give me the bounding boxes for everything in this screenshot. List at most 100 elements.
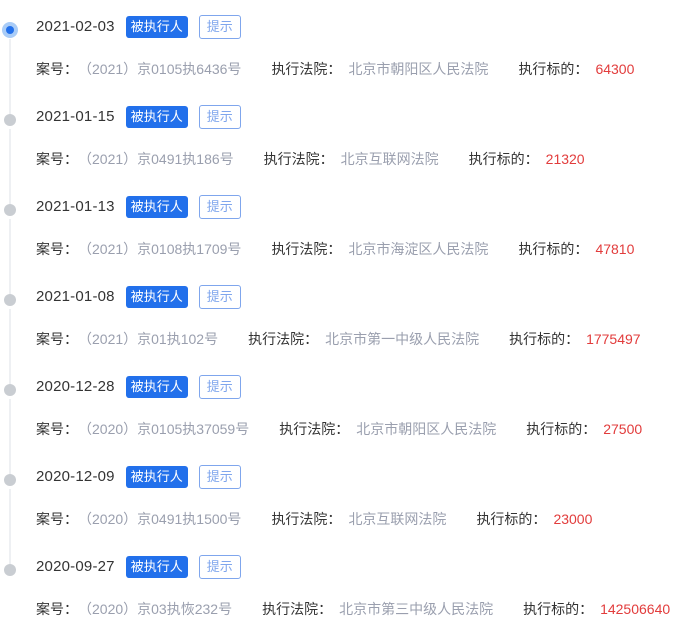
target-segment: 执行标的： 64300 (518, 59, 634, 79)
target-segment: 执行标的： 47810 (518, 239, 634, 259)
court-value: 北京市第一中级人民法院 (325, 331, 480, 347)
court-segment: 执行法院： 北京市朝阳区人民法院 (279, 419, 496, 439)
court-segment: 执行法院： 北京市海淀区人民法院 (271, 239, 488, 259)
court-value: 北京互联网法院 (348, 511, 447, 527)
hint-button[interactable]: 提示 (198, 14, 241, 39)
entry-header: 2020-12-09 被执行人 提示 (36, 458, 696, 490)
case-number-value: （2021）京0105执6436号 (85, 61, 242, 77)
timeline-entry: 2020-09-27 被执行人 提示 案号： （2020）京03执恢232号 执行… (0, 548, 696, 628)
hint-button[interactable]: 提示 (198, 374, 241, 399)
target-segment: 执行标的： 1775497 (509, 329, 641, 349)
entry-header: 2021-01-15 被执行人 提示 (36, 98, 696, 130)
entry-date: 2020-12-28 (36, 378, 115, 395)
court-segment: 执行法院： 北京市朝阳区人民法院 (271, 59, 488, 79)
case-number-label: 案号： (36, 241, 78, 257)
entry-header: 2021-01-13 被执行人 提示 (36, 188, 696, 220)
entry-header: 2021-01-08 被执行人 提示 (36, 278, 696, 310)
target-segment: 执行标的： 27500 (526, 419, 642, 439)
hint-button[interactable]: 提示 (198, 284, 241, 309)
hint-button[interactable]: 提示 (198, 464, 241, 489)
entry-header: 2020-12-28 被执行人 提示 (36, 368, 696, 400)
target-amount-value: 21320 (545, 151, 585, 167)
target-segment: 执行标的： 142506640 (523, 599, 670, 619)
hint-button[interactable]: 提示 (198, 554, 241, 579)
court-value: 北京市朝阳区人民法院 (348, 61, 489, 77)
target-amount-value: 23000 (553, 511, 593, 527)
entry-details: 案号： （2020）京0491执1500号 执行法院： 北京互联网法院 执行标的： 2… (36, 509, 696, 529)
target-label: 执行标的： (526, 421, 597, 437)
target-label: 执行标的： (523, 601, 594, 617)
entry-details: 案号： （2020）京0105执37059号 执行法院： 北京市朝阳区人民法院 执行… (36, 419, 696, 439)
entry-header: 2021-02-03 被执行人 提示 (36, 8, 696, 40)
status-badge: 被执行人 (125, 285, 188, 308)
timeline-entry: 2021-01-15 被执行人 提示 案号： （2021）京0491执186号 执… (0, 98, 696, 204)
target-amount-value: 27500 (603, 421, 643, 437)
status-badge: 被执行人 (125, 465, 188, 488)
case-number-value: （2020）京03执恢232号 (85, 601, 233, 617)
case-number-segment: 案号： （2021）京0491执186号 (36, 149, 234, 169)
case-number-label: 案号： (36, 151, 78, 167)
status-badge: 被执行人 (125, 15, 188, 38)
timeline-dot-icon (4, 384, 16, 396)
timeline-dot-icon (4, 204, 16, 216)
court-value: 北京互联网法院 (340, 151, 439, 167)
case-number-segment: 案号： （2021）京01执102号 (36, 329, 218, 349)
target-label: 执行标的： (476, 511, 547, 527)
case-number-value: （2020）京0105执37059号 (85, 421, 250, 437)
case-number-value: （2021）京0491执186号 (85, 151, 234, 167)
court-label: 执行法院： (271, 241, 342, 257)
timeline-entry: 2021-02-03 被执行人 提示 案号： （2021）京0105执6436号 … (0, 8, 696, 114)
entry-date: 2021-01-08 (36, 288, 115, 305)
court-label: 执行法院： (271, 61, 342, 77)
case-number-label: 案号： (36, 601, 78, 617)
timeline-dot-icon (2, 22, 18, 38)
status-badge: 被执行人 (125, 555, 188, 578)
court-label: 执行法院： (262, 601, 333, 617)
entry-details: 案号： （2021）京0105执6436号 执行法院： 北京市朝阳区人民法院 执行标… (36, 59, 696, 79)
entry-date: 2020-09-27 (36, 558, 115, 575)
court-segment: 执行法院： 北京市第三中级人民法院 (262, 599, 493, 619)
entry-details: 案号： （2021）京0491执186号 执行法院： 北京互联网法院 执行标的： 21… (36, 149, 696, 169)
entry-details: 案号： （2021）京01执102号 执行法院： 北京市第一中级人民法院 执行标的：… (36, 329, 696, 349)
court-segment: 执行法院： 北京互联网法院 (264, 149, 439, 169)
entry-details: 案号： （2020）京03执恢232号 执行法院： 北京市第三中级人民法院 执行标的… (36, 599, 696, 619)
status-badge: 被执行人 (125, 195, 188, 218)
case-number-segment: 案号： （2021）京0108执1709号 (36, 239, 241, 259)
case-number-segment: 案号： （2020）京0491执1500号 (36, 509, 241, 529)
target-label: 执行标的： (518, 241, 589, 257)
court-segment: 执行法院： 北京互联网法院 (271, 509, 446, 529)
court-label: 执行法院： (248, 331, 319, 347)
court-value: 北京市朝阳区人民法院 (356, 421, 497, 437)
target-label: 执行标的： (518, 61, 589, 77)
court-segment: 执行法院： 北京市第一中级人民法院 (248, 329, 479, 349)
hint-button[interactable]: 提示 (198, 194, 241, 219)
entry-date: 2021-01-13 (36, 198, 115, 215)
hint-button[interactable]: 提示 (198, 104, 241, 129)
timeline-entry: 2021-01-08 被执行人 提示 案号： （2021）京01执102号 执行法… (0, 278, 696, 384)
target-amount-value: 142506640 (600, 601, 671, 617)
timeline-entry: 2021-01-13 被执行人 提示 案号： （2021）京0108执1709号 … (0, 188, 696, 294)
case-number-label: 案号： (36, 421, 78, 437)
case-number-segment: 案号： （2020）京03执恢232号 (36, 599, 232, 619)
timeline-dot-icon (4, 474, 16, 486)
court-label: 执行法院： (279, 421, 350, 437)
timeline-dot-icon (4, 294, 16, 306)
timeline-entry: 2020-12-28 被执行人 提示 案号： （2020）京0105执37059号… (0, 368, 696, 474)
target-label: 执行标的： (468, 151, 539, 167)
case-number-segment: 案号： （2020）京0105执37059号 (36, 419, 249, 439)
court-value: 北京市第三中级人民法院 (339, 601, 494, 617)
target-segment: 执行标的： 23000 (476, 509, 592, 529)
entry-details: 案号： （2021）京0108执1709号 执行法院： 北京市海淀区人民法院 执行标… (36, 239, 696, 259)
target-amount-value: 47810 (595, 241, 635, 257)
case-number-segment: 案号： （2021）京0105执6436号 (36, 59, 241, 79)
entry-header: 2020-09-27 被执行人 提示 (36, 548, 696, 580)
timeline-dot-icon (4, 114, 16, 126)
target-segment: 执行标的： 21320 (469, 149, 585, 169)
entry-date: 2021-01-15 (36, 108, 115, 125)
target-amount-value: 1775497 (586, 331, 641, 347)
case-number-value: （2021）京01执102号 (85, 331, 219, 347)
case-number-value: （2021）京0108执1709号 (85, 241, 242, 257)
case-number-label: 案号： (36, 331, 78, 347)
case-number-label: 案号： (36, 511, 78, 527)
